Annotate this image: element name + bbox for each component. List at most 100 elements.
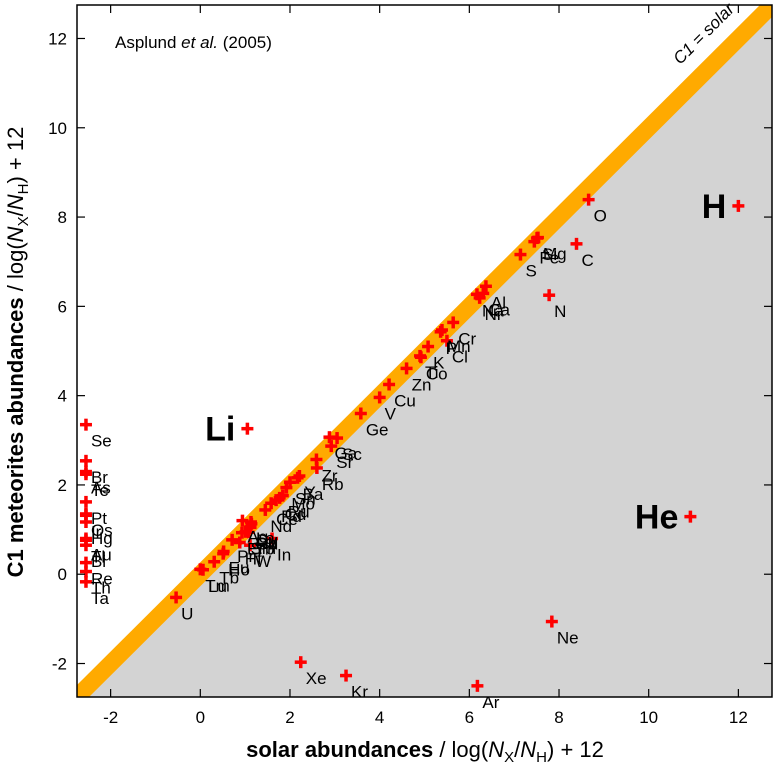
point-label-o: O xyxy=(594,207,607,226)
point-label-ni: Ni xyxy=(485,305,501,324)
point-label-cr: Cr xyxy=(458,329,476,348)
point-label-cd: Cd xyxy=(285,505,307,524)
point-label-c: C xyxy=(582,251,594,270)
source-annotation: Asplund et al. (2005) xyxy=(115,33,272,52)
data-point-na xyxy=(470,288,483,301)
data-point-c xyxy=(570,237,583,250)
point-label-hg: Hg xyxy=(91,529,113,548)
point-label-th: Th xyxy=(91,579,111,598)
point-label-in: In xyxy=(277,546,291,565)
point-label-ca: Ca xyxy=(488,300,510,319)
point-label-mn: Mn xyxy=(447,337,471,356)
point-label-na: Na xyxy=(482,301,504,320)
point-label-pt: Pt xyxy=(91,509,107,528)
x-tick-label: 0 xyxy=(196,708,205,727)
point-label-kr: Kr xyxy=(351,683,368,702)
point-label-xe: Xe xyxy=(306,669,327,688)
data-point-kr xyxy=(340,669,353,682)
data-point-rh xyxy=(244,520,257,533)
data-point-ge xyxy=(354,407,367,420)
point-label-ta: Ta xyxy=(91,589,110,608)
point-label-li: Li xyxy=(205,411,235,449)
y-tick-label: -2 xyxy=(52,655,67,674)
y-tick-label: 2 xyxy=(58,476,67,495)
point-label-bi: Bi xyxy=(91,552,106,571)
plot-frame xyxy=(76,4,773,698)
data-point-al xyxy=(479,280,492,293)
data-point-w xyxy=(244,539,257,552)
point-label-ru: Ru xyxy=(288,503,310,522)
point-label-rb: Rb xyxy=(322,475,344,494)
data-point-p xyxy=(434,325,447,338)
point-label-k: K xyxy=(433,354,445,373)
y-tick-label: 0 xyxy=(58,565,67,584)
point-label-ce: Ce xyxy=(276,510,298,529)
data-point-fe xyxy=(528,235,541,248)
y-tick-label: 6 xyxy=(58,297,67,316)
point-label-nd: Nd xyxy=(270,517,292,536)
y-tick-label: 12 xyxy=(48,29,67,48)
point-label-zn: Zn xyxy=(412,375,432,394)
point-label-dy: Dy xyxy=(256,531,277,550)
data-point-hg xyxy=(79,515,92,528)
point-label-yb: Yb xyxy=(254,539,275,558)
data-point-br xyxy=(79,454,92,467)
point-label-p: P xyxy=(446,339,457,358)
data-point-pr xyxy=(226,533,239,546)
data-point-ho xyxy=(217,547,230,560)
point-label-tl: Tl xyxy=(91,547,105,566)
point-label-gd: Gd xyxy=(256,534,279,553)
data-point-co xyxy=(414,351,427,364)
data-point-ag xyxy=(236,514,249,527)
point-label-ir: Ir xyxy=(91,522,102,541)
data-point-cl xyxy=(440,334,453,347)
point-label-lu: Lu xyxy=(208,577,227,596)
point-label-mo: Mo xyxy=(291,495,315,514)
point-label-la: La xyxy=(256,529,275,548)
data-point-cd xyxy=(273,491,286,504)
y-tick-label: 8 xyxy=(58,208,67,227)
point-label-se: Se xyxy=(91,432,112,451)
data-point-ne xyxy=(545,615,558,628)
point-label-re: Re xyxy=(91,570,113,589)
point-label-si: Si xyxy=(542,245,557,264)
point-label-eu: Eu xyxy=(229,558,250,577)
x-axis-label: solar abundances / log(NX/NH) + 12 xyxy=(246,737,604,766)
x-tick-label: 12 xyxy=(729,708,748,727)
x-tick-label: -2 xyxy=(103,708,118,727)
data-point-s xyxy=(514,248,527,261)
data-point-tl xyxy=(79,534,92,547)
data-point-ar xyxy=(471,679,484,692)
data-point-se xyxy=(79,418,92,431)
point-label-v: V xyxy=(385,404,397,423)
data-point-ga xyxy=(323,431,336,444)
data-point-tb xyxy=(208,555,221,568)
data-point-h xyxy=(732,199,745,212)
point-label-os: Os xyxy=(91,521,113,540)
point-label-as: As xyxy=(91,479,111,498)
point-label-s: S xyxy=(525,262,536,281)
point-label-ba: Ba xyxy=(303,485,324,504)
point-label-h: H xyxy=(702,188,727,226)
point-label-sr: Sr xyxy=(336,453,353,472)
data-point-k xyxy=(422,340,435,353)
point-label-sn: Sn xyxy=(295,489,316,508)
point-label-pr: Pr xyxy=(237,547,254,566)
point-label-pd: Pd xyxy=(281,507,302,526)
data-point-sr xyxy=(325,440,338,453)
point-label-y: Y xyxy=(304,483,315,502)
data-point-u xyxy=(170,591,183,604)
point-label-ag: Ag xyxy=(247,528,268,547)
data-point-ta xyxy=(79,575,92,588)
point-label-te: Te xyxy=(91,481,109,500)
point-label-cl: Cl xyxy=(452,348,468,367)
point-label-cu: Cu xyxy=(394,391,416,410)
point-label-au: Au xyxy=(91,546,112,565)
point-label-tm: Tm xyxy=(205,576,230,595)
data-markers xyxy=(79,193,745,692)
x-tick-label: 2 xyxy=(285,708,294,727)
data-point-mo xyxy=(280,481,293,494)
point-label-sm: Sm xyxy=(251,539,277,558)
